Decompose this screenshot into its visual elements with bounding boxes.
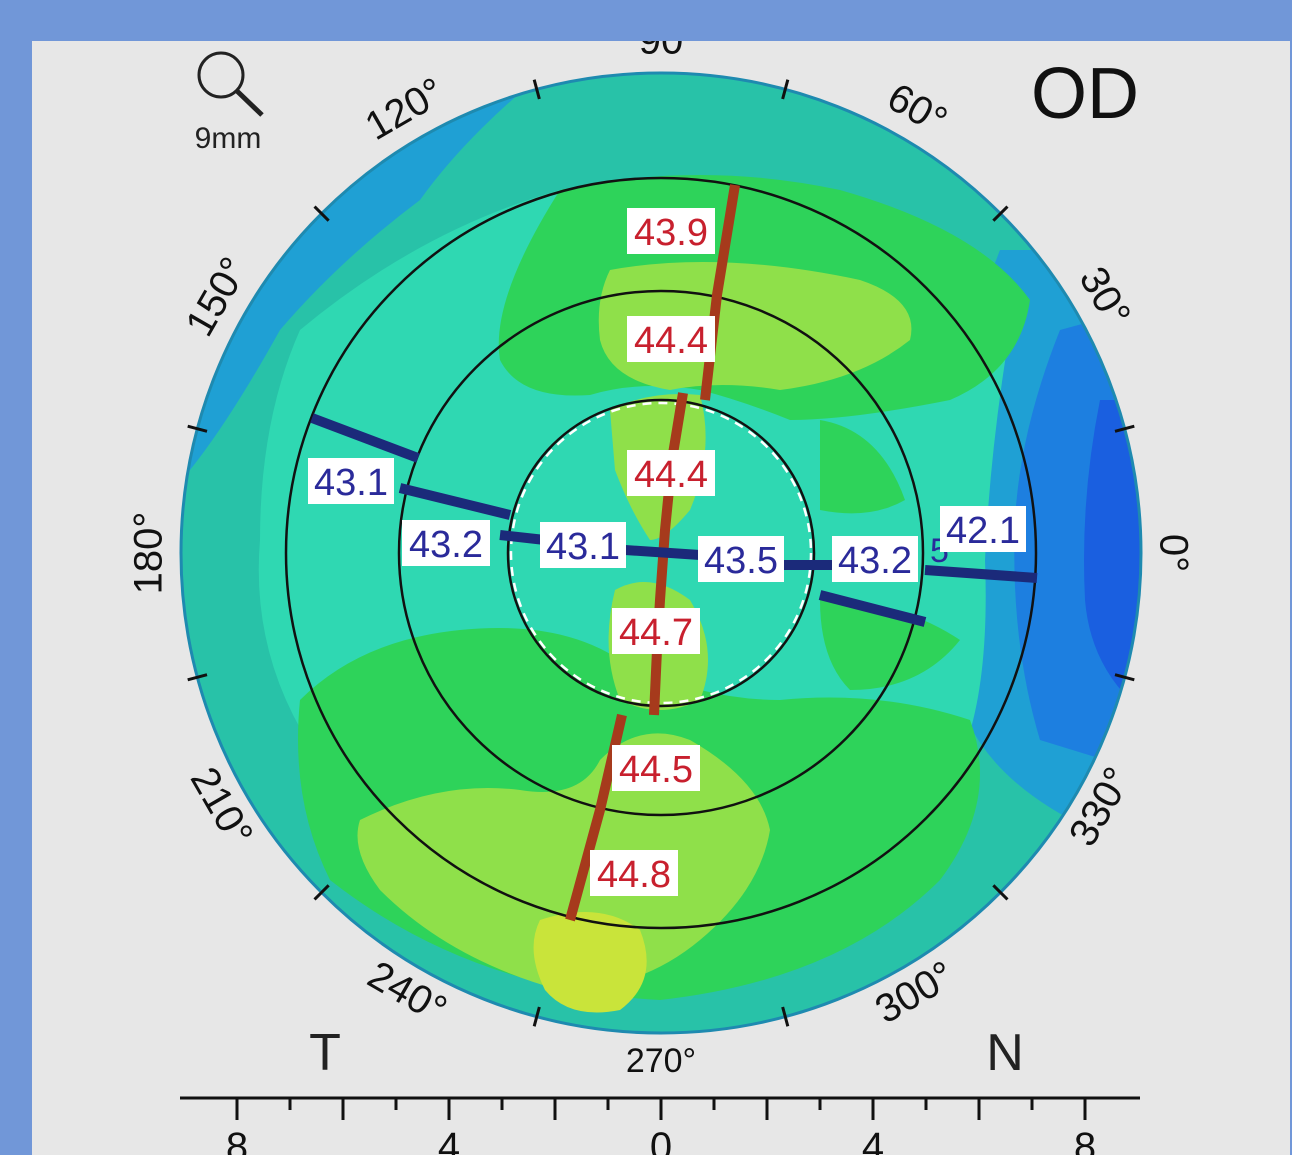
degree-tick (532, 79, 541, 100)
scale-ticks (235, 1098, 1087, 1120)
flat-value: 43.2 (409, 524, 483, 566)
scale-label: 0 (650, 1125, 672, 1155)
zone-rings (284, 176, 1038, 930)
steep-value-labels: 43.9 44.4 44.4 44.7 44.5 44.8 (590, 208, 715, 896)
degree-tick (992, 884, 1009, 901)
flat-value: 43.1 (314, 462, 388, 504)
degree-tick (781, 79, 790, 100)
steep-value: 44.5 (619, 749, 693, 791)
flat-value: 43.1 (546, 526, 620, 568)
degree-tick (992, 205, 1009, 222)
degree-tick (532, 1006, 541, 1027)
steep-value: 43.9 (634, 212, 708, 254)
degree-label: 270° (626, 1042, 696, 1080)
flat-meridian (310, 413, 1038, 627)
pupil-ring (509, 401, 813, 705)
steep-value: 44.8 (597, 854, 671, 896)
scale-labels: 8 4 0 4 8 (226, 1125, 1096, 1155)
steep-value: 44.4 (634, 454, 708, 496)
flat-value: 43.2 (838, 540, 912, 582)
eye-label: OD (1031, 54, 1139, 134)
degree-label: 180° (127, 512, 171, 595)
flat-value-labels: 43.1 43.2 43.1 43.5 43.2 5 42.1 (308, 458, 1026, 582)
flat-value: 42.1 (946, 510, 1020, 552)
degree-tick (187, 424, 208, 433)
mm-scale: 8 4 0 4 8 (180, 1096, 1140, 1155)
topography-panel: 43.9 44.4 44.4 44.7 44.5 44.8 43.1 43.2 … (32, 41, 1290, 1155)
degree-tick (313, 884, 330, 901)
temporal-label: T (309, 1024, 341, 1082)
scale-label: 8 (226, 1125, 248, 1155)
scale-label: 4 (862, 1125, 884, 1155)
degree-label: 0° (1151, 534, 1195, 572)
degree-tick (781, 1006, 790, 1027)
magnifier-icon (197, 51, 264, 117)
axial-curvature-map: 43.9 44.4 44.4 44.7 44.5 44.8 43.1 43.2 … (127, 41, 1196, 1155)
map-boundary (179, 71, 1143, 1035)
degree-ticks (187, 79, 1135, 1027)
steep-value: 44.4 (634, 320, 708, 362)
nasal-label: N (986, 1024, 1024, 1082)
zoom-label: 9mm (195, 122, 262, 155)
steep-value: 44.7 (619, 612, 693, 654)
degree-label: 90 (639, 41, 684, 63)
scale-label: 8 (1074, 1125, 1096, 1155)
scale-label: 4 (438, 1125, 460, 1155)
degree-tick (313, 205, 330, 222)
degree-tick (1114, 673, 1135, 682)
flat-value: 43.5 (704, 540, 778, 582)
degree-tick (187, 673, 208, 682)
degree-tick (1114, 424, 1135, 433)
